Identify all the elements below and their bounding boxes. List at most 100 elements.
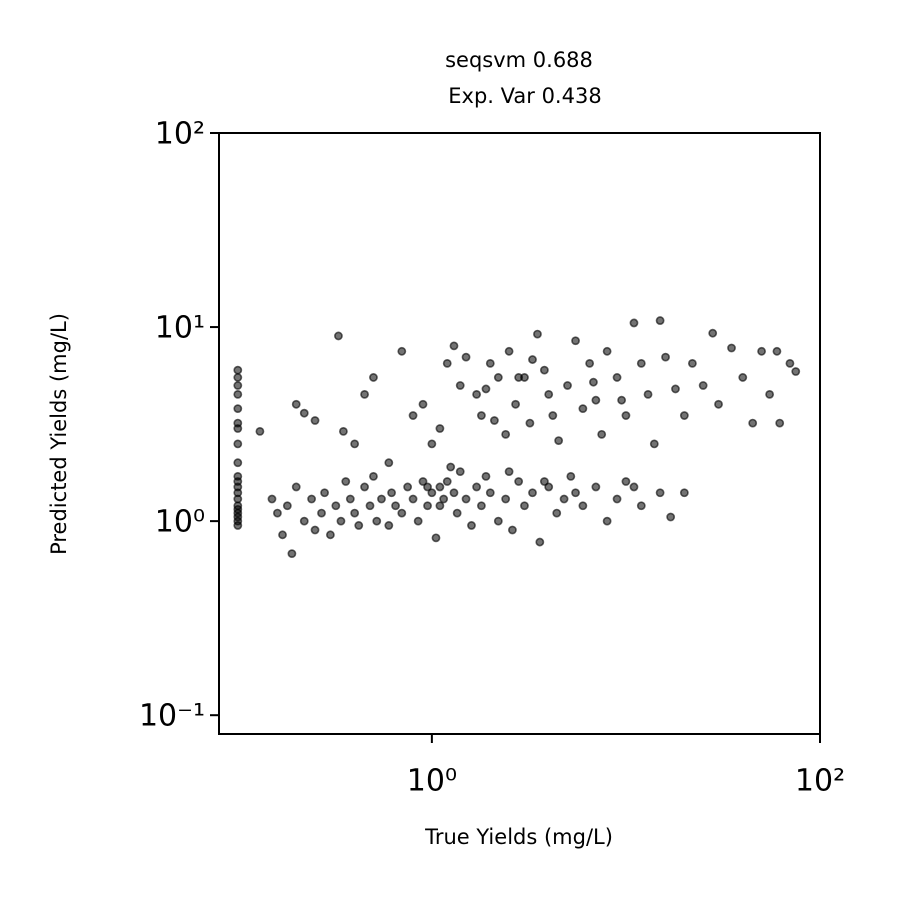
point [655, 316, 665, 325]
point [485, 358, 495, 368]
point [369, 373, 378, 382]
point [765, 389, 775, 399]
point [461, 494, 471, 504]
point [455, 467, 465, 476]
point [629, 482, 639, 492]
point [372, 516, 382, 526]
point [578, 501, 588, 511]
point [504, 467, 514, 476]
point [233, 365, 243, 375]
point [418, 477, 428, 486]
point [708, 328, 718, 338]
point [687, 358, 697, 368]
point [233, 373, 243, 382]
point [325, 530, 335, 540]
point [334, 331, 343, 341]
point [504, 346, 514, 356]
point [511, 399, 520, 409]
point [490, 416, 499, 425]
point [514, 373, 524, 382]
point [431, 533, 441, 543]
point [307, 494, 316, 504]
point [602, 346, 612, 356]
point [423, 482, 432, 492]
y-tick-label: 10⁻¹ [139, 699, 205, 734]
point [310, 416, 320, 425]
point [655, 488, 665, 498]
point [649, 439, 659, 449]
point [525, 418, 535, 428]
point [341, 477, 351, 486]
point [350, 439, 360, 449]
point [377, 494, 386, 504]
point [591, 395, 601, 405]
point [552, 508, 562, 518]
point [350, 508, 360, 518]
point [365, 501, 375, 511]
point [467, 521, 476, 530]
point [578, 404, 588, 414]
point [455, 381, 465, 390]
point [413, 516, 423, 526]
point [629, 318, 639, 328]
point [602, 516, 612, 526]
point [485, 488, 495, 498]
point [427, 439, 437, 449]
point [472, 482, 481, 492]
point [544, 482, 554, 492]
point [493, 516, 503, 526]
point [287, 549, 297, 559]
point [785, 358, 795, 368]
point [698, 381, 708, 390]
point [233, 381, 243, 390]
point [472, 389, 481, 399]
y-tick-label: 10⁰ [155, 505, 205, 540]
point [559, 494, 569, 504]
y-tick-label: 10² [155, 117, 205, 152]
point [772, 346, 782, 356]
point [384, 521, 394, 530]
point [360, 389, 369, 399]
point [612, 373, 622, 382]
point [539, 365, 549, 375]
point [397, 346, 407, 356]
point [403, 482, 413, 492]
point [233, 404, 243, 414]
point [397, 508, 407, 518]
point [514, 477, 524, 486]
point [387, 488, 396, 498]
point [338, 426, 348, 436]
point [427, 488, 437, 498]
point [571, 336, 580, 346]
point [233, 418, 243, 428]
point [354, 521, 364, 530]
point [585, 358, 595, 368]
point [661, 352, 670, 362]
point [442, 358, 452, 368]
point [501, 429, 511, 439]
point [727, 343, 736, 353]
point [621, 411, 631, 420]
point [548, 411, 558, 420]
point [310, 525, 320, 535]
point [452, 508, 462, 518]
point [566, 472, 576, 481]
point [384, 458, 394, 468]
point [391, 501, 400, 511]
point [233, 458, 243, 468]
axes-frame [218, 132, 821, 735]
point [446, 462, 456, 472]
point [666, 512, 676, 522]
point [336, 516, 346, 526]
point [528, 488, 537, 498]
point [528, 355, 537, 364]
point [477, 501, 486, 511]
point [554, 436, 564, 445]
point [461, 352, 471, 362]
point [591, 482, 601, 492]
point [282, 501, 292, 511]
point [520, 501, 529, 511]
point [621, 477, 631, 486]
point [320, 488, 329, 498]
